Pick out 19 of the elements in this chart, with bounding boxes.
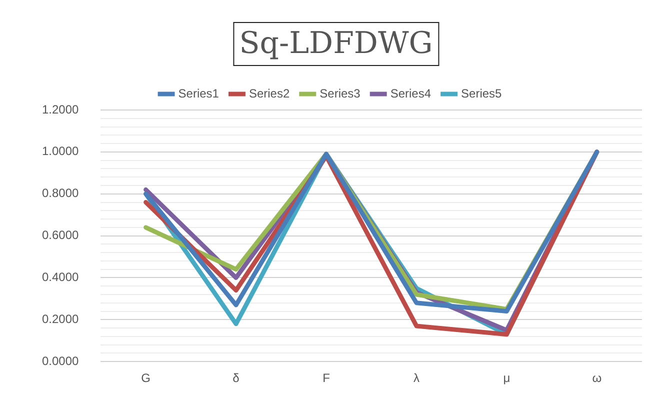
legend-label: Series4 [390,86,432,100]
legend-label: Series5 [461,86,502,100]
x-tick-label: ω [592,371,602,386]
x-tick-label: δ [232,371,240,386]
y-tick-label: 1.0000 [42,144,80,158]
legend-label: Series2 [248,86,290,100]
legend-label: Series1 [178,86,220,100]
x-tick-label: F [322,371,330,386]
y-tick-label: 0.6000 [42,228,80,242]
legend-label: Series3 [320,86,361,100]
chart-title: Sq-LDFDWG [233,22,439,66]
y-tick-label: 0.0000 [42,354,80,368]
x-tick-label: μ [503,371,510,386]
y-tick-label: 0.8000 [42,186,80,200]
y-tick-label: 0.4000 [42,270,80,284]
y-tick-label: 1.2000 [42,102,80,116]
x-tick-label: λ [413,371,420,386]
y-tick-label: 0.2000 [42,312,80,326]
x-tick-label: G [141,371,150,386]
